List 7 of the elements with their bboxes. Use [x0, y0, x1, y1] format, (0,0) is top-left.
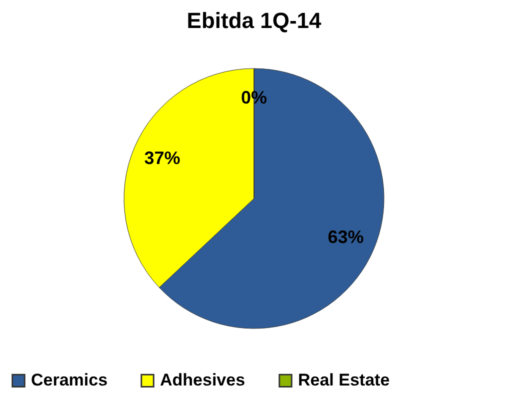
- chart-title: Ebitda 1Q-14: [186, 8, 322, 33]
- legend-label: Adhesives: [160, 370, 246, 390]
- data-label: 37%: [144, 148, 180, 168]
- legend-label: Ceramics: [31, 370, 108, 390]
- text: 0%: [240, 88, 268, 108]
- legend-label: Real Estate: [298, 370, 390, 390]
- data-label: 63%: [328, 227, 364, 248]
